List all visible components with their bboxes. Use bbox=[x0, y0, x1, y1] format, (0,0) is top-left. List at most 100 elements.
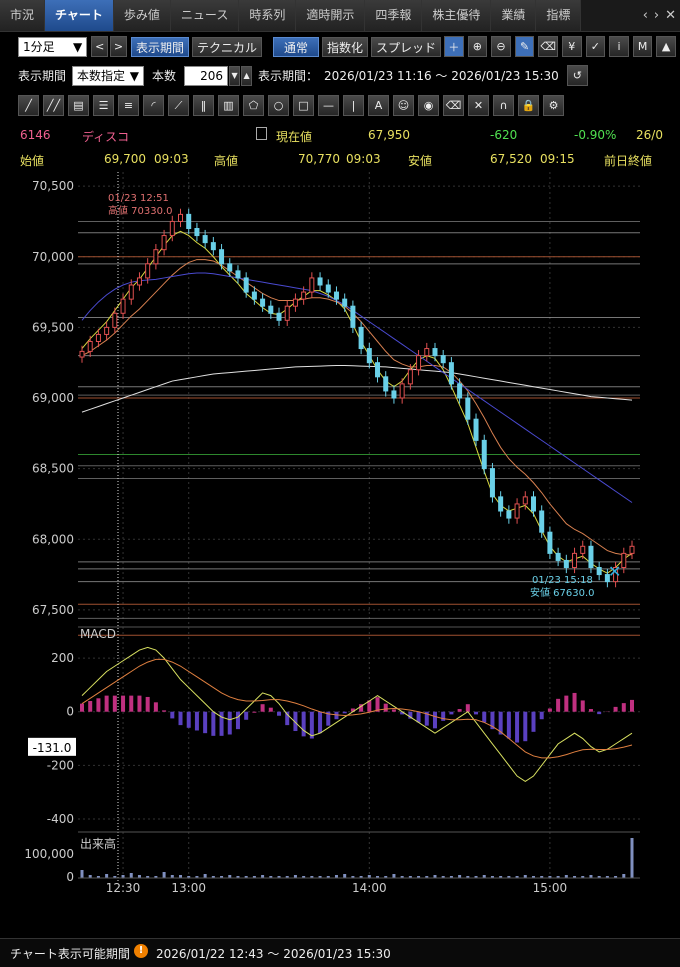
volume-tick: 0 bbox=[66, 870, 74, 884]
footer-label: チャート表示可能期間 bbox=[10, 945, 130, 962]
macd-histogram-bar bbox=[433, 712, 437, 729]
macd-histogram-bar bbox=[244, 712, 248, 720]
magnet-tool-icon[interactable]: ∩ bbox=[493, 95, 514, 116]
chart-settings-icon[interactable]: ✓ bbox=[586, 36, 606, 57]
range-label: 表示期間： bbox=[258, 67, 318, 84]
prev-button[interactable]: < bbox=[91, 36, 108, 57]
dropdown-arrow-icon: ▼ bbox=[73, 38, 82, 56]
chevron-left-icon[interactable]: ‹ bbox=[643, 8, 648, 23]
horizontal-lines-tool-icon[interactable]: ☰ bbox=[93, 95, 114, 116]
low-time: 09:15 bbox=[540, 152, 575, 166]
eraser-icon[interactable]: ⌫ bbox=[538, 36, 558, 57]
document-icon[interactable] bbox=[256, 127, 267, 140]
vertical-lines-tool-icon[interactable]: ‖ bbox=[193, 95, 214, 116]
compare-icon[interactable]: ¥ bbox=[562, 36, 582, 57]
low-value: 67,520 bbox=[490, 152, 532, 166]
text-tool-icon[interactable]: A bbox=[368, 95, 389, 116]
chevron-right-icon[interactable]: › bbox=[654, 8, 659, 23]
count-down-icon[interactable]: ▼ bbox=[229, 66, 240, 86]
close-icon[interactable]: ✕ bbox=[665, 8, 676, 23]
delete-tool-icon[interactable]: ⌫ bbox=[443, 95, 464, 116]
crosshair-icon[interactable]: ＋ bbox=[444, 36, 464, 57]
arc-tool-icon[interactable]: ◜ bbox=[143, 95, 164, 116]
tab-6[interactable]: 四季報 bbox=[365, 0, 422, 31]
technical-button[interactable]: テクニカル bbox=[192, 37, 262, 57]
volume-bar bbox=[81, 870, 84, 878]
fib-tool-icon[interactable]: ≡ bbox=[118, 95, 139, 116]
parallel-tool-icon[interactable]: ╱╱ bbox=[43, 95, 64, 116]
count-label: 本数 bbox=[152, 67, 176, 84]
circle-tool-icon[interactable]: ○ bbox=[268, 95, 289, 116]
open-time: 09:03 bbox=[154, 152, 189, 166]
period-button[interactable]: 表示期間 bbox=[131, 37, 189, 57]
candle-body bbox=[211, 243, 215, 250]
volume-bar bbox=[130, 873, 133, 878]
zoom-out-icon[interactable]: ⊖ bbox=[491, 36, 511, 57]
macd-label: MACD bbox=[80, 627, 116, 641]
macd-histogram-bar bbox=[80, 704, 84, 712]
candle-body bbox=[179, 214, 183, 221]
macd-histogram-bar bbox=[211, 712, 215, 736]
vline-tool-icon[interactable]: | bbox=[343, 95, 364, 116]
price-tick: 68,000 bbox=[32, 532, 74, 546]
tab-8[interactable]: 業績 bbox=[491, 0, 536, 31]
gann-tool-icon[interactable]: ▥ bbox=[218, 95, 239, 116]
fan-tool-icon[interactable]: ⟋ bbox=[168, 95, 189, 116]
lock-tool-icon[interactable]: 🔒 bbox=[518, 95, 539, 116]
candle-body bbox=[384, 377, 388, 391]
interval-select[interactable]: 1分足▼ bbox=[18, 37, 87, 57]
normal-button[interactable]: 通常 bbox=[273, 37, 319, 57]
draw-tools: ╱╱╱▤☰≡◜⟋‖▥⬠○□—|A☺◉⌫✕∩🔒⚙ bbox=[18, 95, 680, 116]
tab-7[interactable]: 株主優待 bbox=[422, 0, 491, 31]
macd-histogram-bar bbox=[179, 712, 183, 725]
period-mode-select[interactable]: 本数指定▼ bbox=[72, 66, 144, 86]
pentagon-tool-icon[interactable]: ⬠ bbox=[243, 95, 264, 116]
candle-body bbox=[129, 285, 133, 299]
tab-4[interactable]: 時系列 bbox=[239, 0, 296, 31]
price-tick: 70,500 bbox=[32, 179, 74, 193]
tab-3[interactable]: ニュース bbox=[171, 0, 239, 31]
settings-tool-icon[interactable]: ⚙ bbox=[543, 95, 564, 116]
volume-bar bbox=[163, 872, 166, 878]
rect-tool-icon[interactable]: □ bbox=[293, 95, 314, 116]
index-button[interactable]: 指数化 bbox=[322, 37, 368, 57]
tab-1[interactable]: チャート bbox=[45, 0, 114, 31]
tab-5[interactable]: 適時開示 bbox=[296, 0, 365, 31]
tab-0[interactable]: 市況 bbox=[0, 0, 45, 31]
icon-tool-icon[interactable]: ☺ bbox=[393, 95, 414, 116]
channel-tool-icon[interactable]: ▤ bbox=[68, 95, 89, 116]
next-button[interactable]: > bbox=[110, 36, 127, 57]
candle-body bbox=[96, 334, 100, 341]
line-tool-icon[interactable]: ╱ bbox=[18, 95, 39, 116]
volume-label: 出来高 bbox=[80, 836, 116, 851]
macd-histogram-bar bbox=[564, 696, 568, 712]
price-chart[interactable]: 70,50070,00069,50069,00068,50068,00067,5… bbox=[0, 172, 680, 902]
count-input[interactable]: 206 bbox=[184, 66, 228, 86]
my-chart-icon[interactable]: M bbox=[633, 36, 653, 57]
candle-body bbox=[417, 356, 421, 370]
candle-body bbox=[458, 384, 462, 398]
macd-histogram-bar bbox=[548, 708, 552, 711]
erase-tool-icon[interactable]: ✕ bbox=[468, 95, 489, 116]
reset-icon[interactable]: ↺ bbox=[567, 65, 588, 86]
volume-bar bbox=[204, 874, 207, 878]
hline-tool-icon[interactable]: — bbox=[318, 95, 339, 116]
macd-histogram-bar bbox=[137, 696, 141, 712]
candle-body bbox=[195, 229, 199, 236]
macd-histogram-bar bbox=[96, 698, 100, 711]
count-up-icon[interactable]: ▲ bbox=[241, 66, 252, 86]
price-tick: 67,500 bbox=[32, 603, 74, 617]
info-icon[interactable]: i bbox=[609, 36, 629, 57]
candle-body bbox=[630, 546, 634, 553]
candle-body bbox=[392, 391, 396, 398]
stamp-tool-icon[interactable]: ◉ bbox=[418, 95, 439, 116]
tab-2[interactable]: 歩み値 bbox=[114, 0, 171, 31]
change-value: -620 bbox=[490, 128, 517, 142]
zoom-in-icon[interactable]: ⊕ bbox=[468, 36, 488, 57]
candle-body bbox=[343, 299, 347, 306]
low-marker-icon: ✕ bbox=[608, 562, 621, 581]
pencil-icon[interactable]: ✎ bbox=[515, 36, 535, 57]
mountain-icon[interactable]: ▲ bbox=[656, 36, 676, 57]
tab-9[interactable]: 指標 bbox=[536, 0, 581, 31]
spread-button[interactable]: スプレッド bbox=[371, 37, 441, 57]
